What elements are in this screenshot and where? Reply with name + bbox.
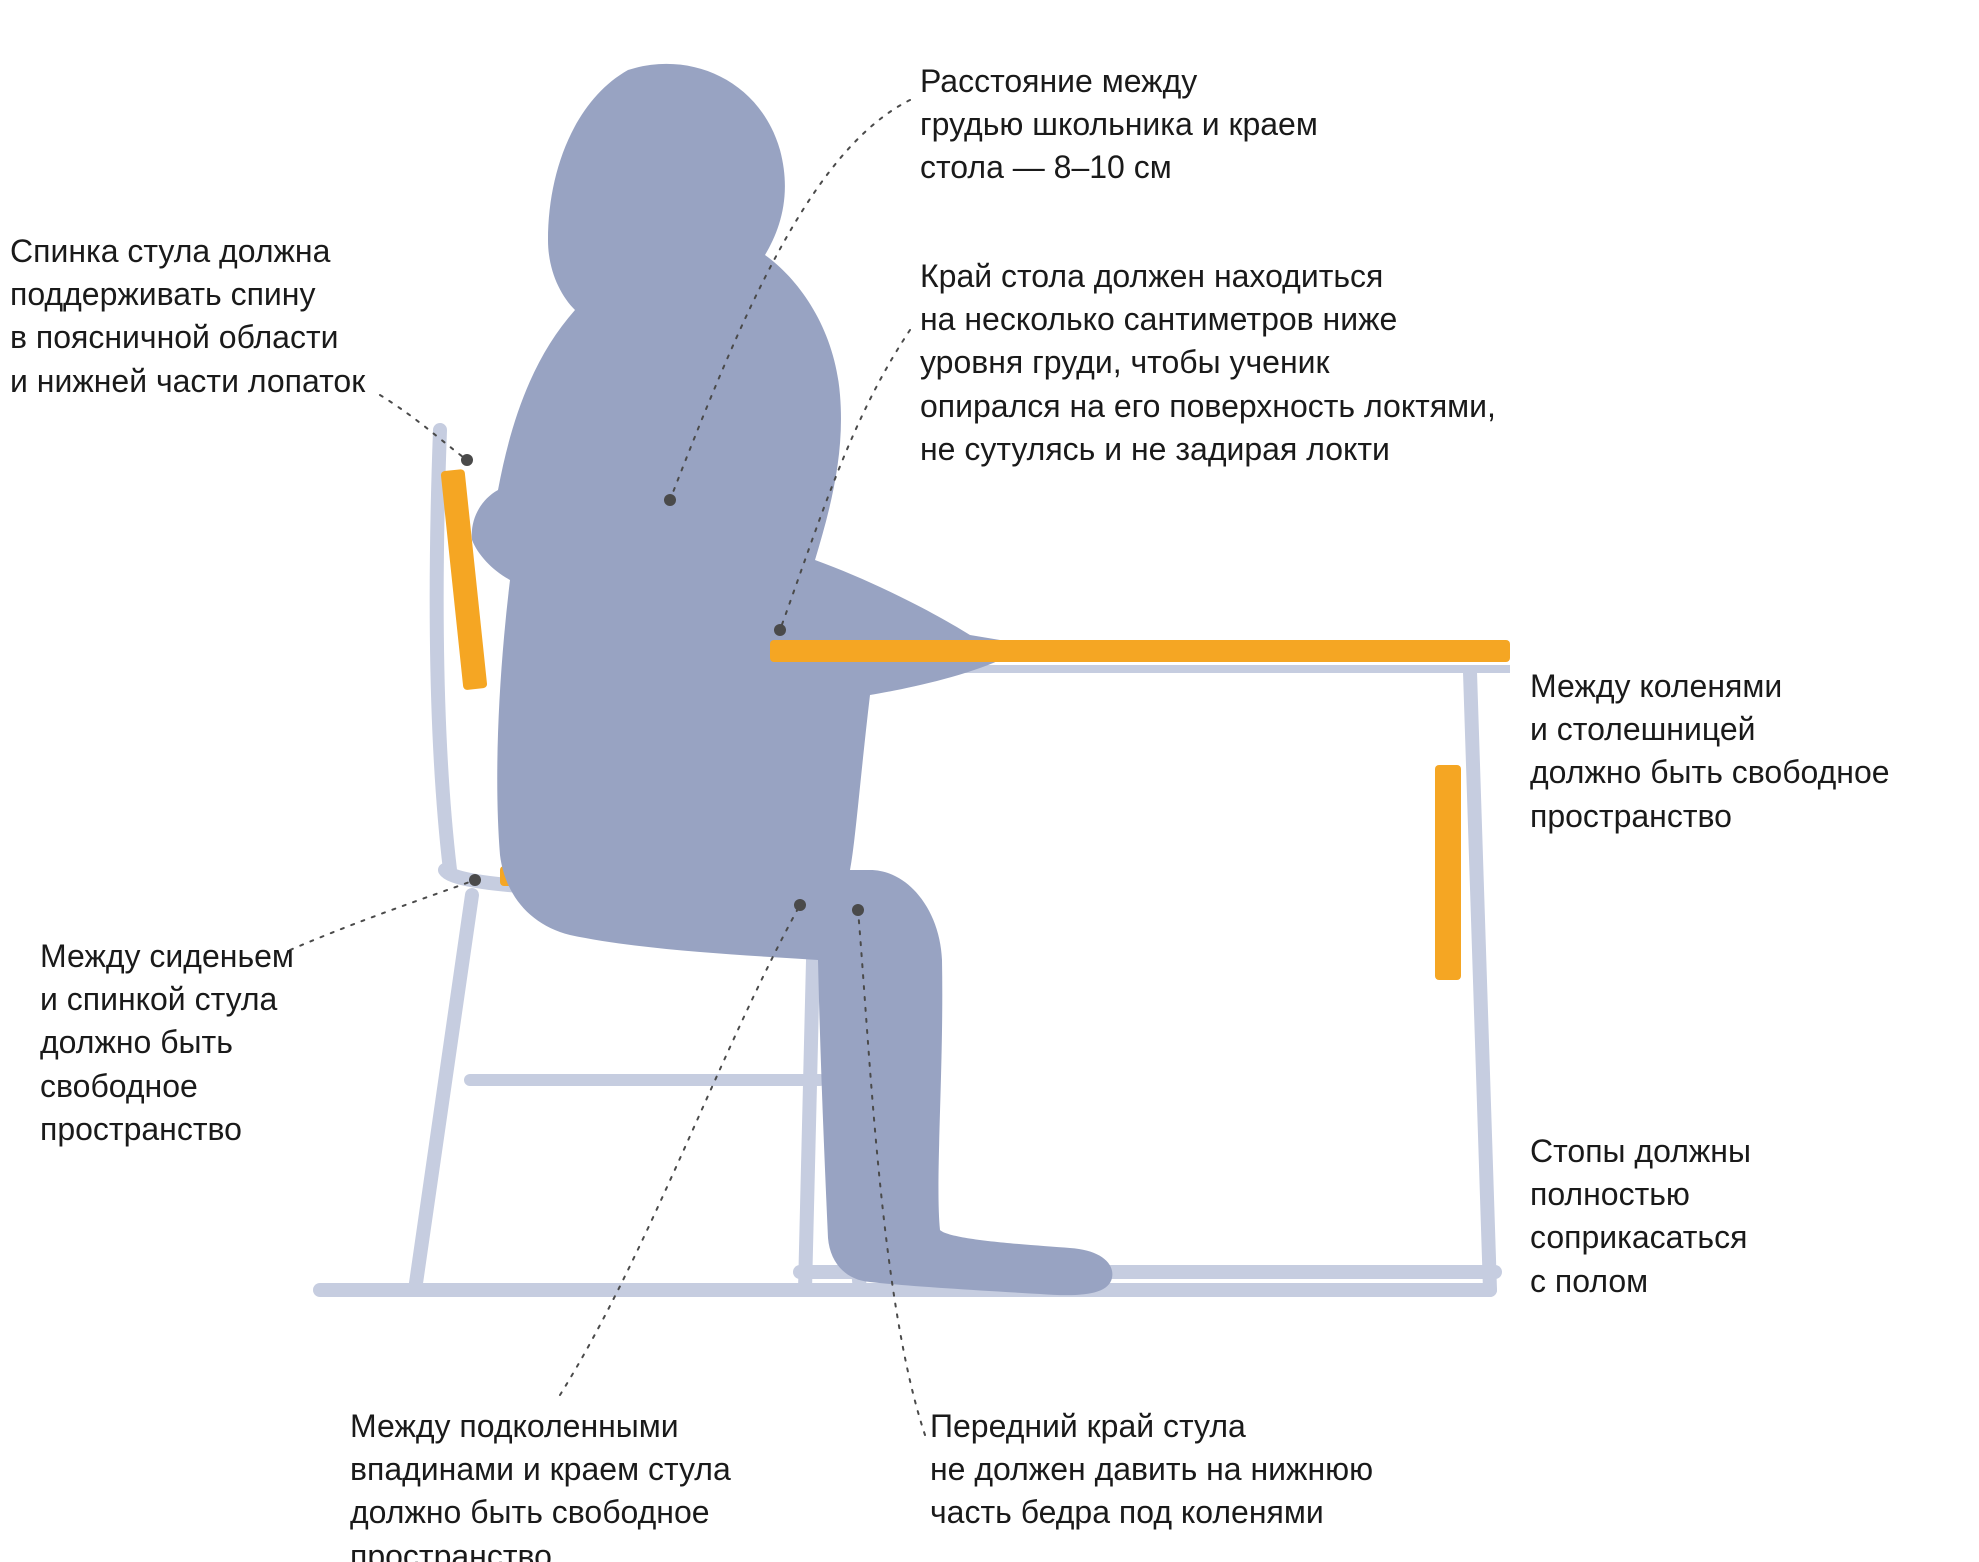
chair-back-leg [415, 895, 472, 1290]
posture-infographic: Расстояние между грудью школьника и крае… [0, 0, 1979, 1562]
leader-backrest-lumbar [380, 395, 467, 460]
leader-popliteal-gap [560, 905, 800, 1395]
child-silhouette [472, 64, 1113, 1295]
annot-chest-distance: Расстояние между грудью школьника и крае… [920, 60, 1560, 190]
annot-popliteal-gap: Между подколенными впадинами и краем сту… [350, 1405, 890, 1562]
annot-table-edge-below-chest: Край стола должен находиться на нескольк… [920, 255, 1740, 471]
annot-seat-back-gap: Между сиденьем и спинкой стула должно бы… [40, 935, 380, 1151]
annot-seat-front-edge: Передний край стула не должен давить на … [930, 1405, 1530, 1535]
desk-top [770, 640, 1510, 662]
annot-backrest-lumbar: Спинка стула должна поддерживать спину в… [10, 230, 430, 403]
annot-knee-tabletop-gap: Между коленями и столешницей должно быть… [1530, 665, 1960, 838]
chair-backrest-accent [441, 469, 488, 690]
desk-side-panel [1435, 765, 1461, 980]
desk-leg-right [1470, 672, 1490, 1290]
annot-feet-on-floor: Стопы должны полностью соприкасаться с п… [1530, 1130, 1910, 1303]
